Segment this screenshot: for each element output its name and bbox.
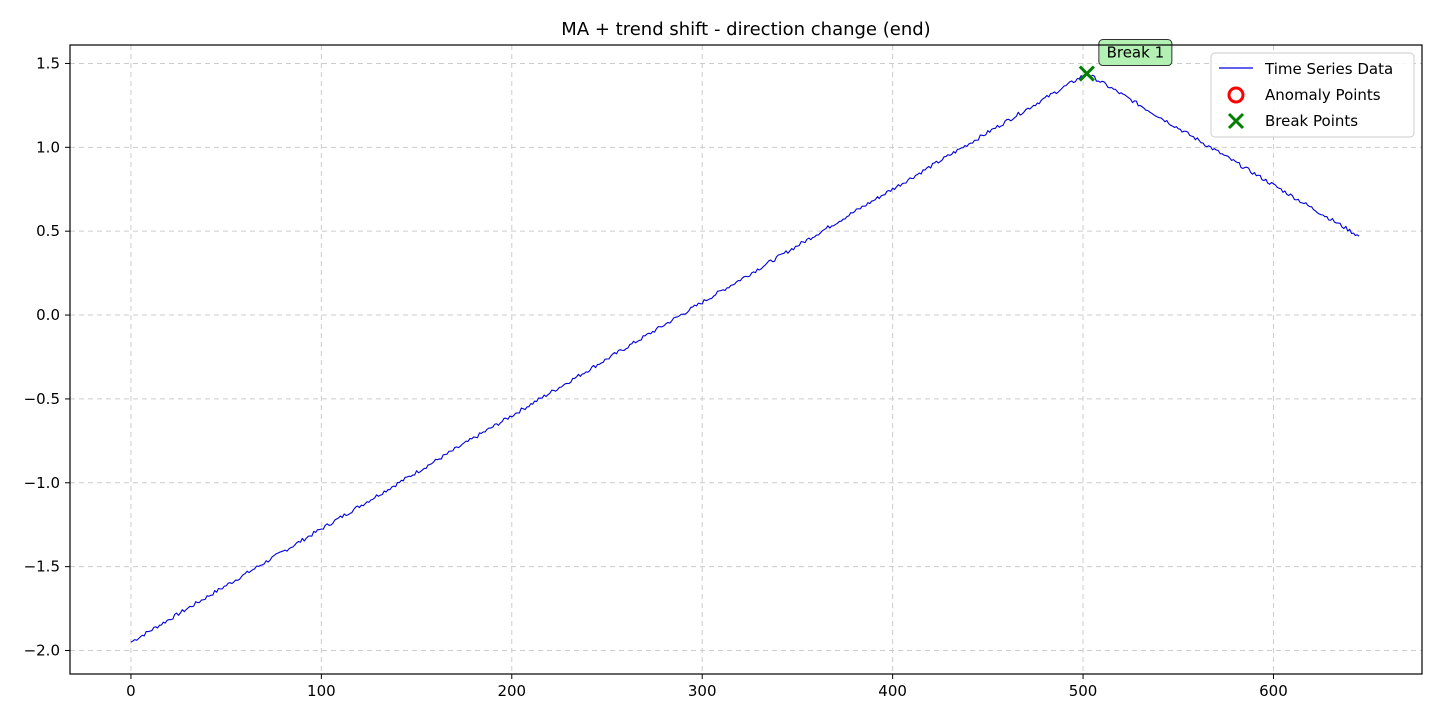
x-tick-label: 300	[688, 682, 717, 700]
x-tick-label: 200	[497, 682, 526, 700]
legend-box	[1210, 52, 1415, 138]
x-tick-label: 500	[1069, 682, 1098, 700]
y-tick-label: −1.0	[24, 474, 60, 492]
legend-anomaly-swatch	[1227, 86, 1245, 104]
y-tick-label: 0.0	[36, 306, 60, 324]
y-tick-label: 0.5	[36, 222, 60, 240]
annotation-box	[1098, 39, 1173, 67]
y-tick-label: −0.5	[24, 390, 60, 408]
y-axis: −2.0 −1.5 −1.0 −0.5 0.0 0.5 1.0 1.5	[24, 54, 70, 660]
series-layer	[130, 72, 1360, 643]
legend-break-swatch	[1227, 112, 1245, 130]
break-point-marker	[1078, 65, 1095, 82]
legend-label-anomaly: Anomaly Points	[1265, 86, 1381, 104]
x-tick-label: 100	[307, 682, 336, 700]
y-tick-label: −2.0	[24, 642, 60, 660]
x-tick-label: 0	[126, 682, 136, 700]
plot-frame	[69, 44, 1423, 675]
x-tick-label: 400	[878, 682, 907, 700]
break-markers	[1078, 65, 1095, 82]
annotation-layer: Break 1	[1098, 39, 1173, 67]
y-tick-label: −1.5	[24, 558, 60, 576]
annotation-label: Break 1	[1107, 44, 1165, 62]
x-axis: 0 100 200 300 400 500 600	[126, 674, 1288, 700]
x-tick-label: 600	[1259, 682, 1288, 700]
y-tick-label: 1.5	[36, 54, 60, 72]
legend: Time Series Data Anomaly Points Break Po…	[1210, 52, 1415, 138]
chart-title: MA + trend shift - direction change (end…	[561, 19, 930, 40]
legend-label-series: Time Series Data	[1264, 60, 1393, 78]
y-tick-label: 1.0	[36, 138, 60, 156]
legend-label-break: Break Points	[1265, 112, 1358, 130]
series-line	[130, 72, 1360, 643]
grid-lines	[70, 45, 1422, 674]
